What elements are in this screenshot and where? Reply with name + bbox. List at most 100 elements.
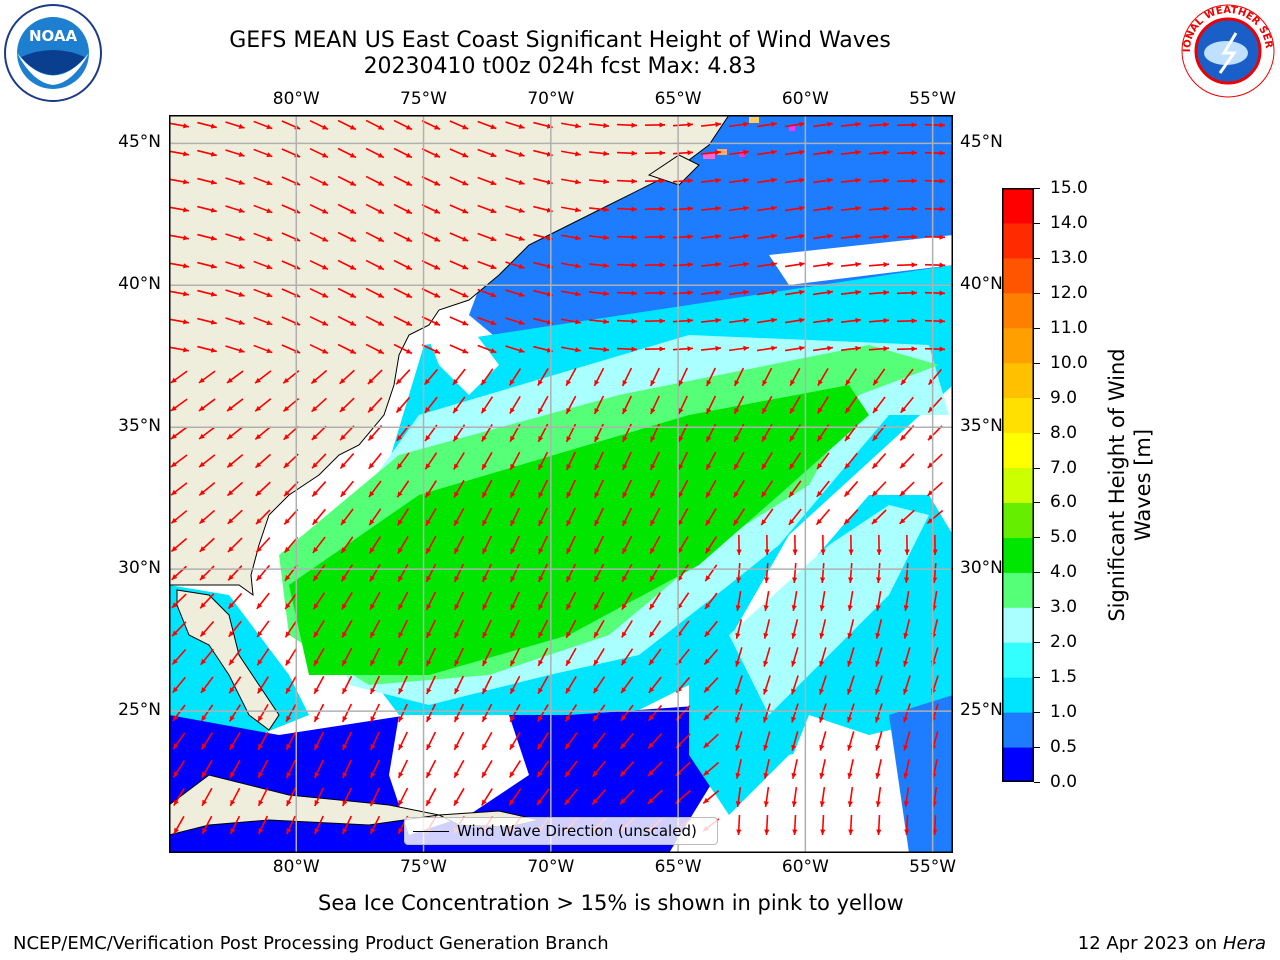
arrow-head xyxy=(462,264,469,270)
arrow-head xyxy=(339,378,346,384)
arrow-head xyxy=(238,235,245,241)
arrow-head xyxy=(434,236,441,242)
arrow-head xyxy=(342,828,348,835)
arrow-head xyxy=(255,433,262,440)
arrow-head xyxy=(314,800,320,807)
colorbar-tick: 1.5 xyxy=(1050,667,1078,688)
arrow-head xyxy=(490,292,497,298)
arrow-head xyxy=(706,380,712,387)
arrow-head xyxy=(621,659,627,666)
arrow-head xyxy=(566,435,572,442)
arrow-head xyxy=(322,292,329,298)
arrow-head xyxy=(490,124,497,130)
arrow-head xyxy=(620,798,626,805)
arrow-head xyxy=(763,688,769,695)
colorbar-segment xyxy=(1002,188,1034,224)
arrow-head xyxy=(799,345,805,351)
arrow-head xyxy=(743,345,749,351)
arrow-head xyxy=(594,464,600,471)
arrow-head xyxy=(510,435,516,442)
arrow-head xyxy=(715,233,721,240)
arrow-head xyxy=(876,577,882,583)
arrow-head xyxy=(703,770,710,776)
arrow-head xyxy=(903,716,909,723)
arrow-head xyxy=(230,771,236,778)
arrow-head xyxy=(735,801,741,807)
arrow-head xyxy=(799,261,805,267)
arrow-head xyxy=(340,434,346,441)
arrow-head xyxy=(312,547,319,553)
arrow-head xyxy=(238,179,245,185)
colorbar-tick-mark xyxy=(1034,782,1040,783)
arrow-head xyxy=(342,744,348,751)
arrow-head xyxy=(452,379,459,385)
arrow-head xyxy=(454,743,460,750)
arrow-head xyxy=(762,435,767,442)
arrow-head xyxy=(518,179,525,185)
arrow-head xyxy=(226,377,233,383)
colorbar-tick-mark xyxy=(1034,188,1040,189)
arrow-head xyxy=(257,659,263,666)
colorbar-segment xyxy=(1002,467,1034,503)
arrow-head xyxy=(622,436,628,443)
arrow-head xyxy=(434,264,441,270)
arrow-head xyxy=(875,688,881,695)
arrow-head xyxy=(799,233,805,239)
arrow-head xyxy=(764,577,770,583)
arrow-head xyxy=(575,263,581,269)
arrow-head xyxy=(398,827,404,834)
colorbar-tick-mark xyxy=(1034,747,1040,749)
arrow-head xyxy=(377,124,384,130)
arrow-head xyxy=(792,577,798,583)
arrow-head xyxy=(434,292,441,298)
colorbar-segment xyxy=(1002,397,1034,434)
arrow-head xyxy=(396,378,402,385)
arrow-head xyxy=(256,574,263,581)
arrow-head xyxy=(743,121,749,127)
arrow-head xyxy=(462,124,469,130)
arrow-head xyxy=(763,660,769,667)
arrow-head xyxy=(349,180,356,186)
arrow-head xyxy=(434,124,441,130)
noaa-logo-icon: NOAA xyxy=(3,3,103,103)
arrow-head xyxy=(903,660,909,667)
arrow-head xyxy=(228,630,235,637)
arrow-head xyxy=(453,407,459,414)
arrow-head xyxy=(210,319,217,325)
arrow-head xyxy=(903,744,909,751)
arrow-head xyxy=(648,714,655,721)
arrow-head xyxy=(939,178,945,184)
arrow-head xyxy=(396,434,403,441)
arrow-head xyxy=(678,519,684,526)
arrow-head xyxy=(510,659,516,666)
arrow-head xyxy=(827,345,833,351)
arrow-head xyxy=(791,605,797,611)
arrow-head xyxy=(761,463,767,470)
arrow-head xyxy=(649,603,655,610)
lat-tick-left: 25°N xyxy=(118,700,161,721)
lon-tick-bottom: 65°W xyxy=(654,857,702,877)
arrow-head xyxy=(255,518,262,525)
lat-tick-right: 40°N xyxy=(960,274,1003,295)
arrow-head xyxy=(341,547,347,554)
arrow-head xyxy=(510,687,516,694)
arrow-head xyxy=(678,491,684,498)
arrow-head xyxy=(855,233,861,240)
arrow-head xyxy=(482,491,488,498)
arrow-head xyxy=(876,829,882,835)
arrow-head xyxy=(848,829,854,835)
arrow-head xyxy=(538,576,544,583)
arrow-head xyxy=(454,688,460,695)
arrow-head xyxy=(566,575,572,582)
arrow-head xyxy=(762,379,768,386)
arrow-head xyxy=(816,518,822,525)
arrow-head xyxy=(703,714,710,721)
arrow-head xyxy=(687,178,693,184)
arrow-head xyxy=(827,317,833,323)
arrow-head xyxy=(827,289,833,295)
arrow-head xyxy=(426,716,432,723)
arrow-head xyxy=(258,799,264,806)
arrow-head xyxy=(183,235,189,241)
arrow-head xyxy=(314,828,320,835)
arrow-head xyxy=(198,405,205,411)
